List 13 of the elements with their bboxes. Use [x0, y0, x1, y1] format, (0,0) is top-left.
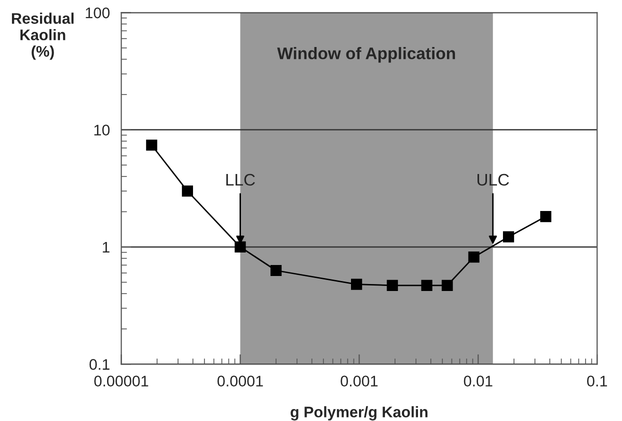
x-tick-label: 0.01 [464, 376, 492, 386]
y-tick-label: 100 [86, 8, 110, 18]
y-axis-title: Residual Kaolin (%) [12, 12, 74, 60]
y-tick-label: 10 [94, 124, 110, 136]
y-tick-label: 1 [102, 242, 110, 253]
annotation: ULC [478, 174, 509, 186]
band-label: Window of Application [277, 47, 455, 63]
x-tick-label: 0.1 [587, 376, 607, 386]
x-tick-label: 0.00001 [94, 376, 148, 386]
x-tick-label: 0.001 [340, 376, 378, 386]
y-tick-label: 0.1 [90, 359, 110, 370]
x-tick-label: 0.0001 [217, 376, 263, 386]
x-axis-title: g Polymer/g Kaolin [290, 406, 428, 420]
